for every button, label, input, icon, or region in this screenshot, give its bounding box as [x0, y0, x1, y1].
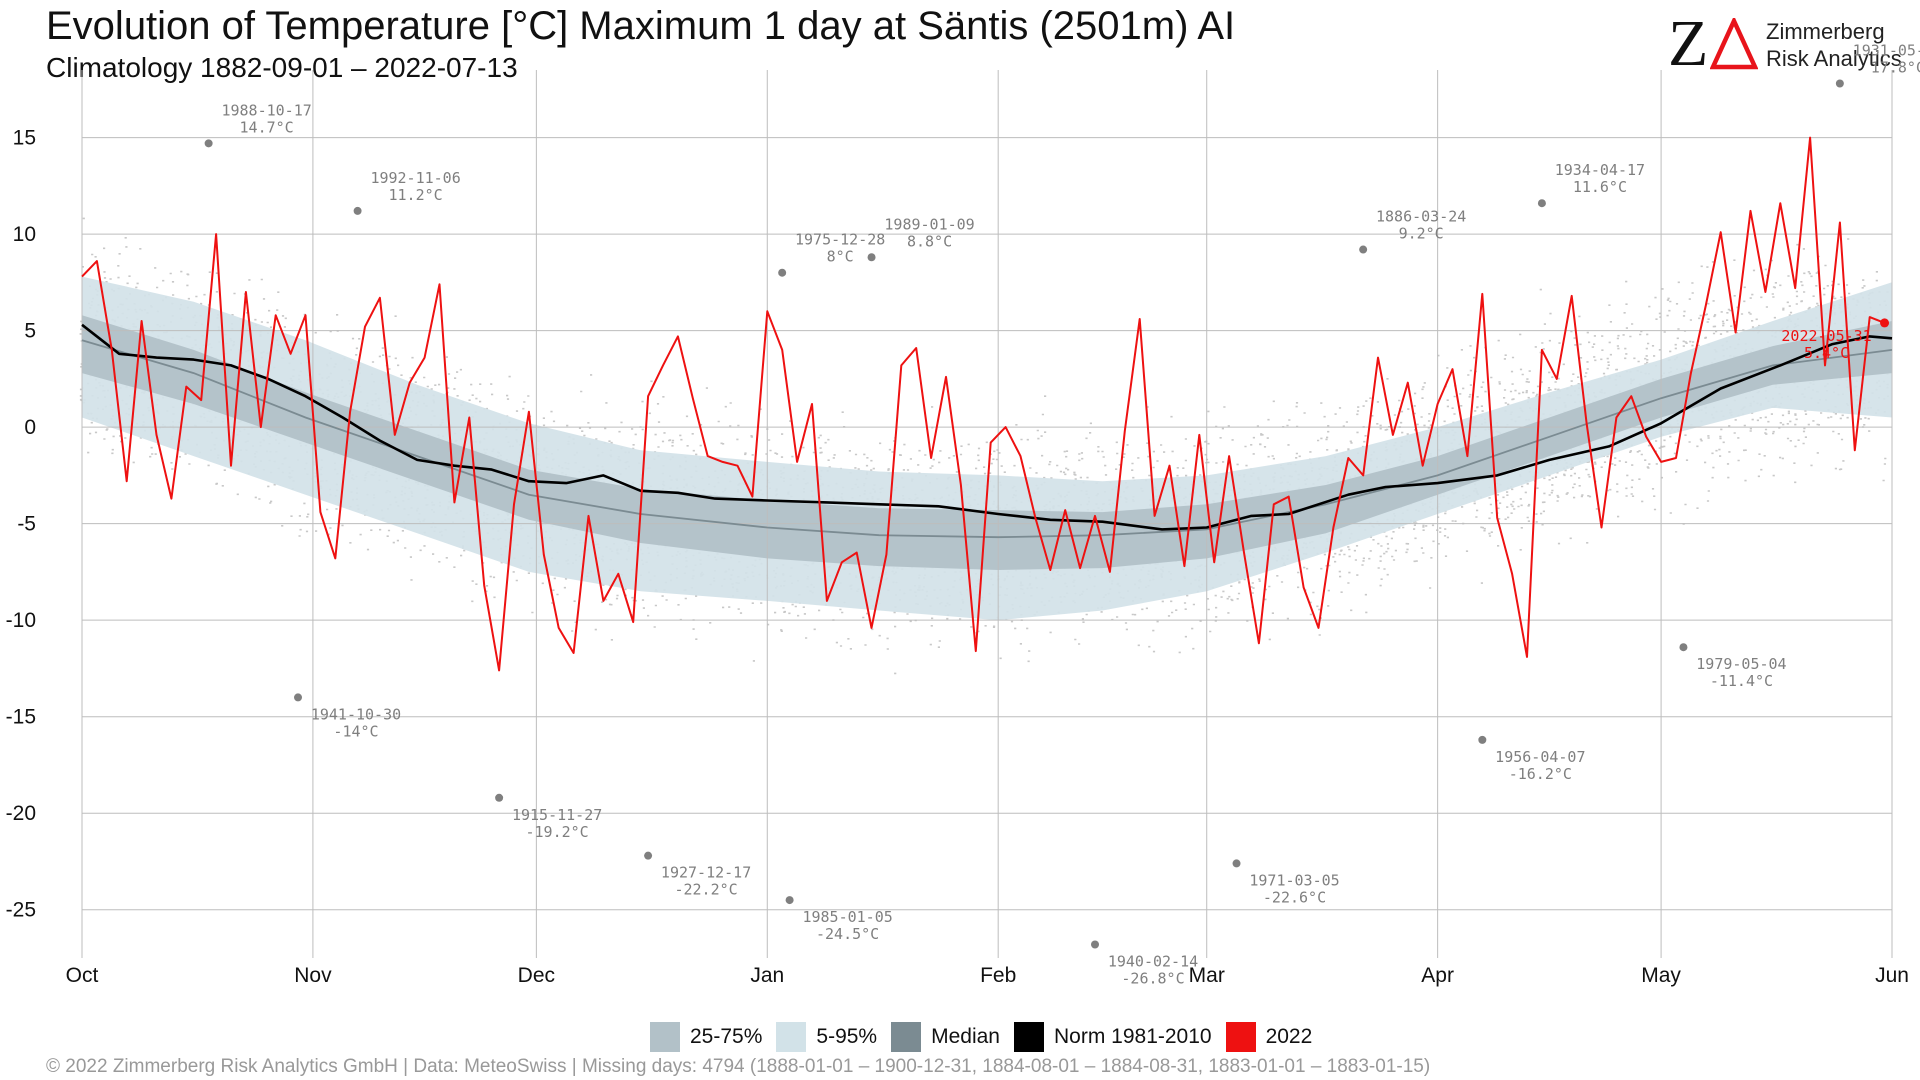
record-date-label: 1915-11-27: [512, 806, 602, 824]
record-value-label: 11.2°C: [389, 186, 443, 204]
record-date-label: 1975-12-28: [795, 231, 885, 249]
logo-name-line1: Zimmerberg: [1766, 19, 1885, 44]
x-tick-label: Mar: [1189, 964, 1225, 987]
record-date-label: 1988-10-17: [221, 101, 311, 119]
y-tick-label: -20: [6, 802, 36, 825]
record-point: [1537, 199, 1546, 208]
record-date-label: 1934-04-17: [1555, 161, 1645, 179]
chart-title: Evolution of Temperature [°C] Maximum 1 …: [46, 4, 1236, 48]
record-value-label: -16.2°C: [1509, 765, 1572, 783]
legend-swatch-norm: [1013, 1022, 1044, 1052]
record-point: [294, 693, 303, 702]
series-line-norm: [81, 323, 1893, 531]
record-value-label: -11.4°C: [1710, 672, 1773, 690]
record-point: [1232, 859, 1241, 868]
current-date-label: 2022-05-31: [1781, 327, 1871, 345]
record-date-label: 1940-02-14: [1108, 952, 1198, 970]
temperature-chart: 15 10 5 0 -5 -10 -15 -20 -25 Oct Nov Dec Jan Feb Mar Ap…: [6, 42, 1920, 988]
logo-triangle-icon: [1710, 18, 1758, 70]
record-date-label: 1989-01-09: [884, 215, 974, 233]
x-tick-label: Oct: [66, 964, 99, 987]
record-value-label: -19.2°C: [526, 823, 589, 841]
record-value-label: -22.6°C: [1263, 888, 1326, 906]
y-tick-label: -10: [6, 609, 36, 632]
legend-label-norm: Norm 1981-2010: [1053, 1025, 1212, 1048]
y-tick-label: 5: [24, 320, 36, 343]
record-point: [1091, 940, 1100, 949]
company-logo: Z Zimmerberg Risk Analytics: [1668, 7, 1908, 80]
x-tick-label: Jan: [750, 964, 784, 987]
record-point: [495, 793, 504, 802]
x-tick-label: Nov: [294, 964, 332, 987]
record-value-label: -22.2°C: [674, 881, 737, 899]
legend-label-median: Median: [931, 1025, 1000, 1048]
record-date-label: 1992-11-06: [370, 169, 460, 187]
record-point: [1679, 643, 1688, 652]
logo-name-line2: Risk Analytics: [1766, 46, 1902, 71]
legend-label-5-95: 5-95%: [816, 1025, 878, 1048]
legend-item-norm: Norm 1981-2010: [1013, 1022, 1212, 1052]
record-date-label: 1931-05-25: [1853, 42, 1920, 60]
y-tick-label: -15: [6, 706, 36, 729]
legend-item-median: Median: [891, 1022, 1000, 1052]
chart-legend: 25-75% 5-95% Median Norm 1981-2010 2022: [650, 1022, 1312, 1052]
record-date-label: 1956-04-07: [1495, 748, 1585, 766]
record-point: [353, 206, 362, 215]
x-tick-label: Apr: [1421, 964, 1454, 987]
record-value-label: 14.7°C: [240, 118, 294, 136]
x-tick-label: May: [1641, 964, 1681, 987]
legend-item-2022: 2022: [1225, 1022, 1313, 1052]
footer-credits: © 2022 Zimmerberg Risk Analytics GmbH | …: [46, 1056, 1431, 1077]
legend-swatch-2022: [1225, 1022, 1256, 1052]
y-tick-label: -25: [6, 899, 36, 922]
legend-item-5-95: 5-95%: [776, 1022, 877, 1052]
record-value-label: -26.8°C: [1121, 969, 1184, 987]
record-value-label: 17.8°C: [1871, 59, 1920, 77]
y-tick-label: 10: [13, 223, 36, 246]
band-25-75: [82, 315, 1892, 570]
current-point: [1880, 318, 1890, 328]
logo-name: Zimmerberg Risk Analytics: [1766, 18, 1902, 72]
chart-subtitle: Climatology 1882-09-01 – 2022-07-13: [46, 52, 518, 83]
legend-swatch-25-75: [650, 1022, 680, 1052]
record-point: [204, 139, 213, 148]
record-point: [1835, 79, 1844, 88]
y-tick-label: 15: [13, 127, 36, 150]
series-line-2022: [81, 136, 1885, 672]
legend-label-25-75: 25-75%: [690, 1025, 763, 1048]
legend-label-2022: 2022: [1265, 1025, 1313, 1048]
record-point: [1359, 245, 1368, 254]
current-value-label: 5.4°C: [1804, 344, 1849, 362]
record-value-label: 11.6°C: [1573, 178, 1627, 196]
record-point: [778, 268, 787, 277]
y-tick-label: -5: [17, 513, 36, 536]
record-date-label: 1941-10-30: [311, 705, 401, 723]
record-date-label: 1985-01-05: [802, 908, 892, 926]
record-date-label: 1927-12-17: [661, 864, 751, 882]
record-date-label: 1886-03-24: [1376, 208, 1466, 226]
record-date-label: 1971-03-05: [1249, 871, 1339, 889]
x-tick-label: Dec: [518, 964, 555, 987]
legend-item-25-75: 25-75%: [650, 1022, 762, 1052]
logo-letter: Z: [1668, 7, 1709, 80]
record-point: [1478, 735, 1487, 744]
record-value-label: -24.5°C: [816, 925, 879, 943]
band-5-95: [82, 276, 1892, 621]
record-value-label: 9.2°C: [1399, 225, 1444, 243]
record-point: [644, 851, 653, 860]
legend-swatch-median: [891, 1022, 922, 1052]
record-value-label: 8°C: [827, 248, 854, 266]
y-tick-label: 0: [24, 416, 36, 439]
x-tick-label: Feb: [980, 964, 1016, 987]
record-value-label: 8.8°C: [907, 232, 952, 250]
legend-swatch-5-95: [776, 1022, 807, 1052]
record-point: [867, 253, 876, 262]
record-date-label: 1979-05-04: [1696, 655, 1786, 673]
record-value-label: -14°C: [333, 722, 378, 740]
x-tick-label: Jun: [1875, 964, 1909, 987]
record-point: [785, 896, 794, 905]
